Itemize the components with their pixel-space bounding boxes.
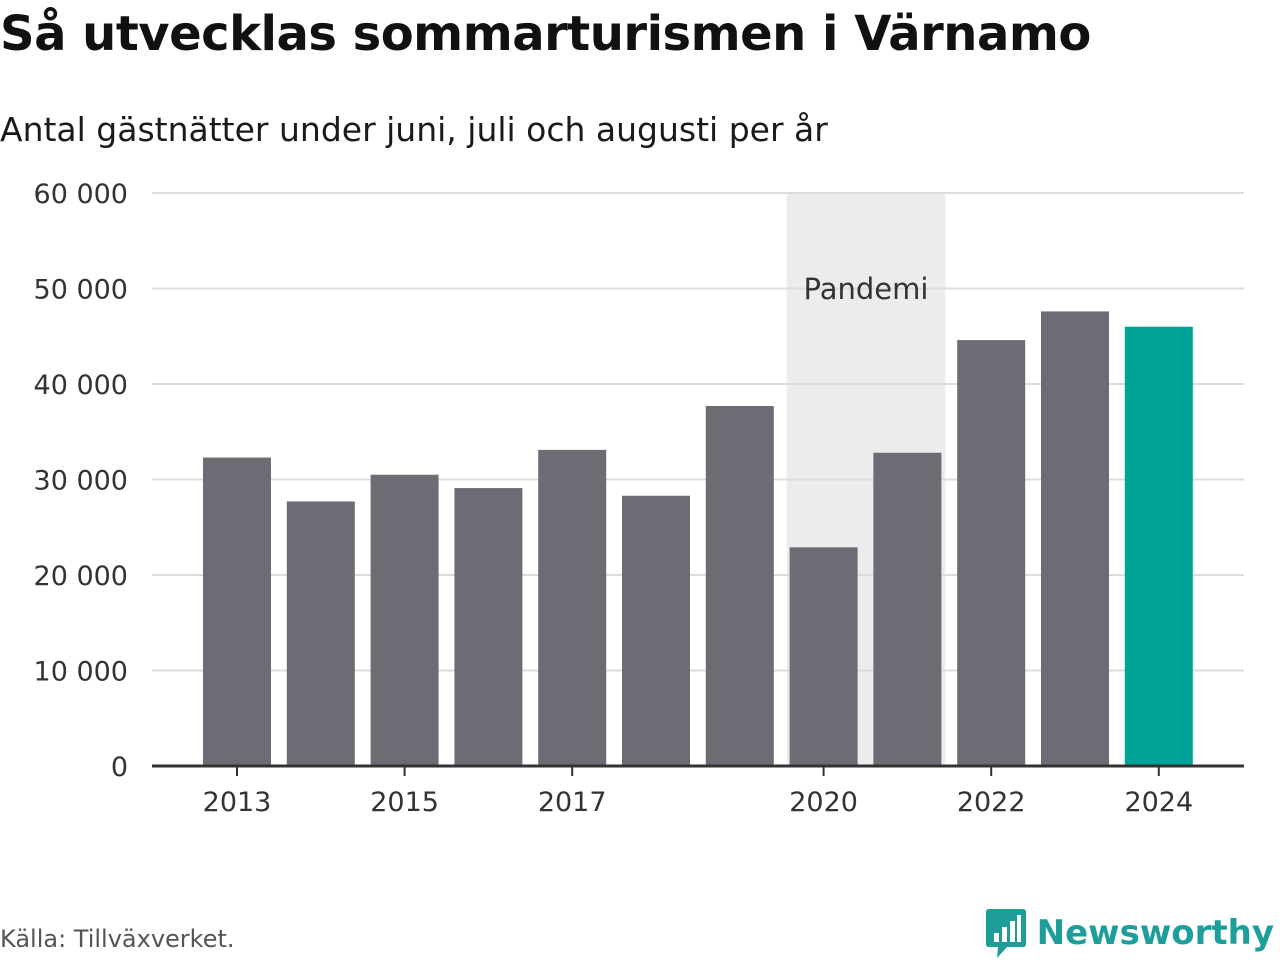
y-tick-label: 60 000 (34, 179, 128, 210)
source-note: Källa: Tillväxverket. (0, 925, 235, 953)
bar (873, 452, 942, 766)
bar (203, 457, 271, 766)
bar-chart: 0 10 000 20 000 30 000 40 000 50 000 60 000 Pan… (34, 179, 1244, 818)
chart-title: Så utvecklas sommarturismen i Värnamo (0, 6, 1091, 62)
bar (286, 501, 355, 766)
chart-subtitle: Antal gästnätter under juni, juli och au… (0, 110, 828, 149)
x-tick-label: 2024 (1124, 787, 1193, 818)
y-tick-label: 30 000 (34, 466, 128, 497)
x-tick-label: 2013 (203, 787, 272, 818)
newsworthy-logo-icon (985, 909, 1026, 958)
x-tick-label: 2020 (789, 787, 858, 818)
bar (622, 495, 690, 766)
bar (705, 405, 774, 766)
y-tick-label: 40 000 (34, 370, 128, 401)
y-tick-label: 0 (111, 752, 128, 783)
bar (957, 340, 1026, 766)
bar-highlight (1124, 326, 1193, 766)
annotation-label: Pandemi (804, 272, 929, 306)
brand-name: Newsworthy (1036, 913, 1274, 953)
bar (454, 488, 523, 766)
x-tick-label: 2015 (370, 787, 439, 818)
bar (789, 547, 858, 766)
bar (370, 474, 439, 766)
y-tick-label: 20 000 (34, 561, 128, 592)
x-tick-label: 2022 (957, 787, 1026, 818)
y-tick-label: 50 000 (34, 275, 128, 306)
bar (538, 449, 607, 766)
y-tick-label: 10 000 (34, 657, 128, 688)
bar (1041, 311, 1109, 766)
brand-logo: Newsworthy (985, 906, 1274, 960)
x-tick-label: 2017 (538, 787, 607, 818)
